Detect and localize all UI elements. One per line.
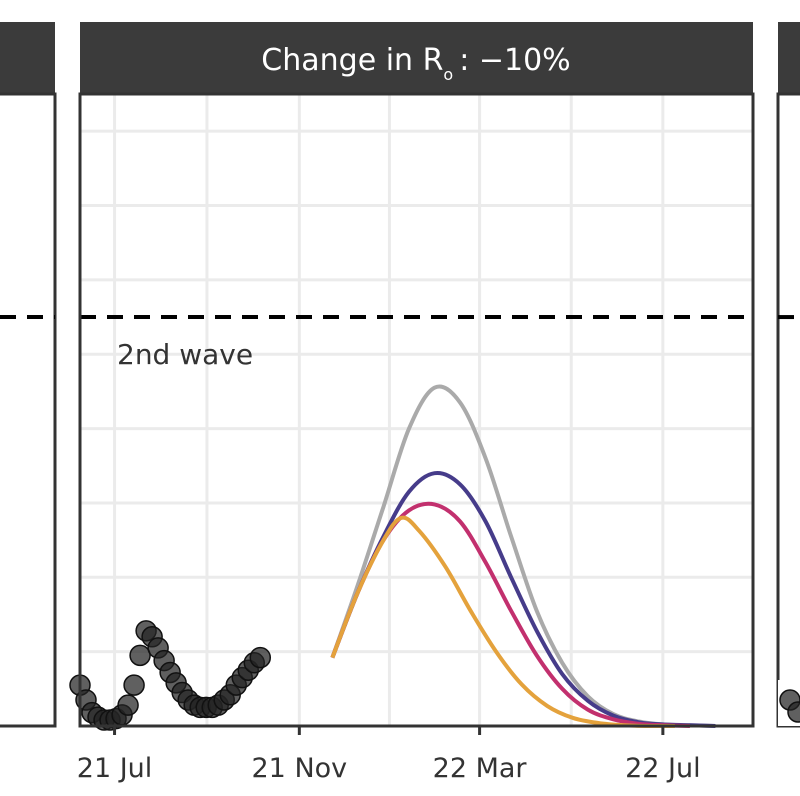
facet-strip bbox=[80, 22, 753, 94]
threshold-label: 2nd wave bbox=[117, 338, 253, 371]
observed-point bbox=[249, 646, 272, 669]
left-facet-border bbox=[0, 92, 57, 728]
facet-title-main: Change in R bbox=[261, 43, 443, 78]
x-tick-label: 22 Jul bbox=[625, 753, 701, 784]
panel-border bbox=[78, 92, 755, 728]
x-tick-label: 21 Nov bbox=[252, 753, 348, 784]
x-tick-label: 22 Mar bbox=[433, 753, 528, 784]
threshold-layer: 2nd wave bbox=[0, 315, 800, 371]
right-facet-point bbox=[787, 701, 800, 723]
facet-title-value: : −10% bbox=[459, 43, 570, 78]
observed-point bbox=[129, 644, 151, 667]
facet-title-subscript: o bbox=[443, 65, 453, 84]
grid-lines bbox=[80, 94, 753, 726]
x-tick-label: 21 Jul bbox=[77, 753, 153, 784]
observed-point bbox=[123, 674, 145, 696]
left-facet-strip bbox=[0, 22, 55, 94]
left-facet-fragment bbox=[0, 22, 57, 728]
right-facet-fragment bbox=[776, 22, 800, 728]
main-facet: Change in Ro : −10% 2nd wave 21 Jul 21 Nov… bbox=[0, 22, 800, 784]
observed-points bbox=[69, 620, 800, 731]
right-facet-border bbox=[776, 92, 800, 728]
observed-point bbox=[117, 694, 139, 716]
x-axis: 21 Jul 21 Nov 22 Mar 22 Jul bbox=[77, 726, 701, 784]
series-line-4 bbox=[330, 515, 675, 729]
facet-strip-title: Change in Ro : −10% bbox=[261, 43, 570, 84]
right-facet-strip bbox=[778, 22, 800, 94]
